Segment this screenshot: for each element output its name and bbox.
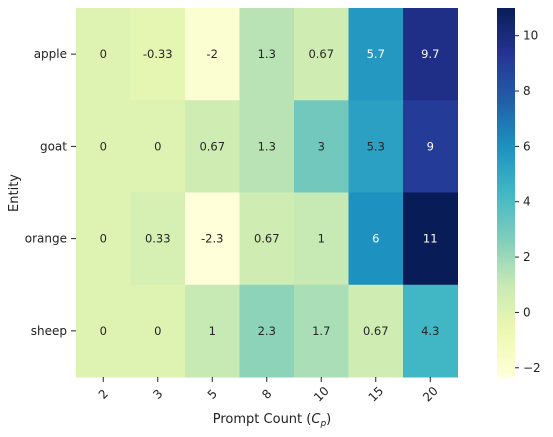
cell-value-label: 1.7 bbox=[312, 324, 330, 338]
heatmap-cell bbox=[294, 192, 349, 286]
cell-value-label: 0.67 bbox=[254, 232, 280, 246]
colorbar-tick-label: 8 bbox=[523, 84, 531, 98]
x-tick-label: 15 bbox=[366, 384, 387, 405]
y-tick-label: sheep bbox=[31, 324, 67, 338]
heatmap-cell bbox=[348, 100, 404, 193]
heatmap-cell bbox=[239, 192, 295, 286]
cell-value-label: 5.3 bbox=[367, 139, 385, 153]
y-tick-label: goat bbox=[40, 139, 67, 153]
x-tick-label: 5 bbox=[205, 387, 220, 402]
heatmap-cell bbox=[76, 284, 131, 378]
cell-value-label: -2 bbox=[207, 47, 218, 61]
heatmap-cell bbox=[185, 8, 240, 101]
colorbar-tick-label: −2 bbox=[523, 361, 541, 375]
y-tick-label: orange bbox=[25, 232, 67, 246]
cell-value-label: 0 bbox=[154, 324, 161, 338]
x-axis-label: Prompt Count (Cp) bbox=[213, 412, 331, 429]
y-axis: apple goat orange sheep bbox=[25, 47, 76, 338]
heatmap-cell bbox=[185, 100, 240, 193]
cell-value-label: 3 bbox=[318, 139, 325, 153]
colorbar: −2 0 2 4 6 8 10 bbox=[497, 8, 541, 377]
heatmap-cell bbox=[239, 284, 295, 378]
colorbar-tick-label: 2 bbox=[523, 250, 531, 264]
x-tick-label: 3 bbox=[150, 387, 165, 402]
colorbar-tick-label: 4 bbox=[523, 195, 531, 209]
colorbar-tick-label: 6 bbox=[523, 139, 531, 153]
heatmap-cell bbox=[403, 284, 458, 378]
cell-value-label: 0 bbox=[100, 324, 107, 338]
heatmap-cell bbox=[348, 8, 404, 101]
y-axis-label: Entity bbox=[7, 174, 22, 212]
cell-value-label: 5.7 bbox=[367, 47, 385, 61]
cell-value-label: -2.3 bbox=[201, 232, 223, 246]
cell-value-label: 4.3 bbox=[421, 324, 439, 338]
cell-value-label: 0 bbox=[100, 139, 107, 153]
cell-value-label: 9 bbox=[427, 139, 434, 153]
heatmap-cell bbox=[76, 192, 131, 286]
heatmap-cell bbox=[76, 100, 131, 193]
heatmap-cell bbox=[294, 100, 349, 193]
x-tick-label: 2 bbox=[96, 387, 111, 402]
cell-value-label: 0.67 bbox=[199, 139, 225, 153]
cell-value-label: 6 bbox=[372, 232, 379, 246]
heatmap-cell bbox=[403, 192, 458, 286]
cell-value-label: 2.3 bbox=[258, 324, 276, 338]
x-tick-label: 10 bbox=[311, 384, 332, 405]
cell-value-label: 0.67 bbox=[363, 324, 389, 338]
heatmap-cell bbox=[294, 8, 349, 101]
heatmap-cell bbox=[348, 192, 404, 286]
heatmap-cell bbox=[239, 100, 295, 193]
heatmap-cell bbox=[130, 192, 186, 286]
x-tick-label: 20 bbox=[420, 384, 441, 405]
heatmap-cell bbox=[294, 284, 349, 378]
cell-value-label: 9.7 bbox=[421, 47, 439, 61]
heatmap-cell bbox=[403, 8, 458, 101]
heatmap-cell bbox=[185, 192, 240, 286]
cell-value-label: 0.67 bbox=[308, 47, 334, 61]
colorbar-tick-label: 0 bbox=[523, 305, 531, 319]
cell-value-label: 11 bbox=[423, 232, 438, 246]
heatmap-cell bbox=[76, 8, 131, 101]
heatmap-cell bbox=[403, 100, 458, 193]
heatmap-cell bbox=[130, 284, 186, 378]
heatmap-cell bbox=[239, 8, 295, 101]
cell-value-label: 1.3 bbox=[258, 139, 276, 153]
y-tick-label: apple bbox=[34, 47, 67, 61]
cell-value-label: -0.33 bbox=[143, 47, 173, 61]
cell-value-label: 1.3 bbox=[258, 47, 276, 61]
heatmap-cell bbox=[348, 284, 404, 378]
cell-value-label: 0.33 bbox=[145, 232, 171, 246]
cell-value-label: 1 bbox=[209, 324, 216, 338]
cell-value-label: 0 bbox=[100, 47, 107, 61]
x-axis: 2 3 5 8 10 15 20 bbox=[96, 377, 441, 405]
x-tick-label: 8 bbox=[259, 387, 274, 402]
heatmap-cell bbox=[130, 8, 186, 101]
colorbar-tick-label: 10 bbox=[523, 29, 538, 43]
cell-value-label: 0 bbox=[100, 232, 107, 246]
colorbar-gradient bbox=[497, 8, 515, 377]
heatmap-cell bbox=[130, 100, 186, 193]
cell-value-label: 1 bbox=[318, 232, 325, 246]
heatmap-grid: 0 -0.33 -2 1.3 0.67 5.7 9.7 0 0 0.67 1.3 3 5.3 9 0 0.33… bbox=[76, 8, 458, 378]
heatmap-cell bbox=[185, 284, 240, 378]
cell-value-label: 0 bbox=[154, 139, 161, 153]
